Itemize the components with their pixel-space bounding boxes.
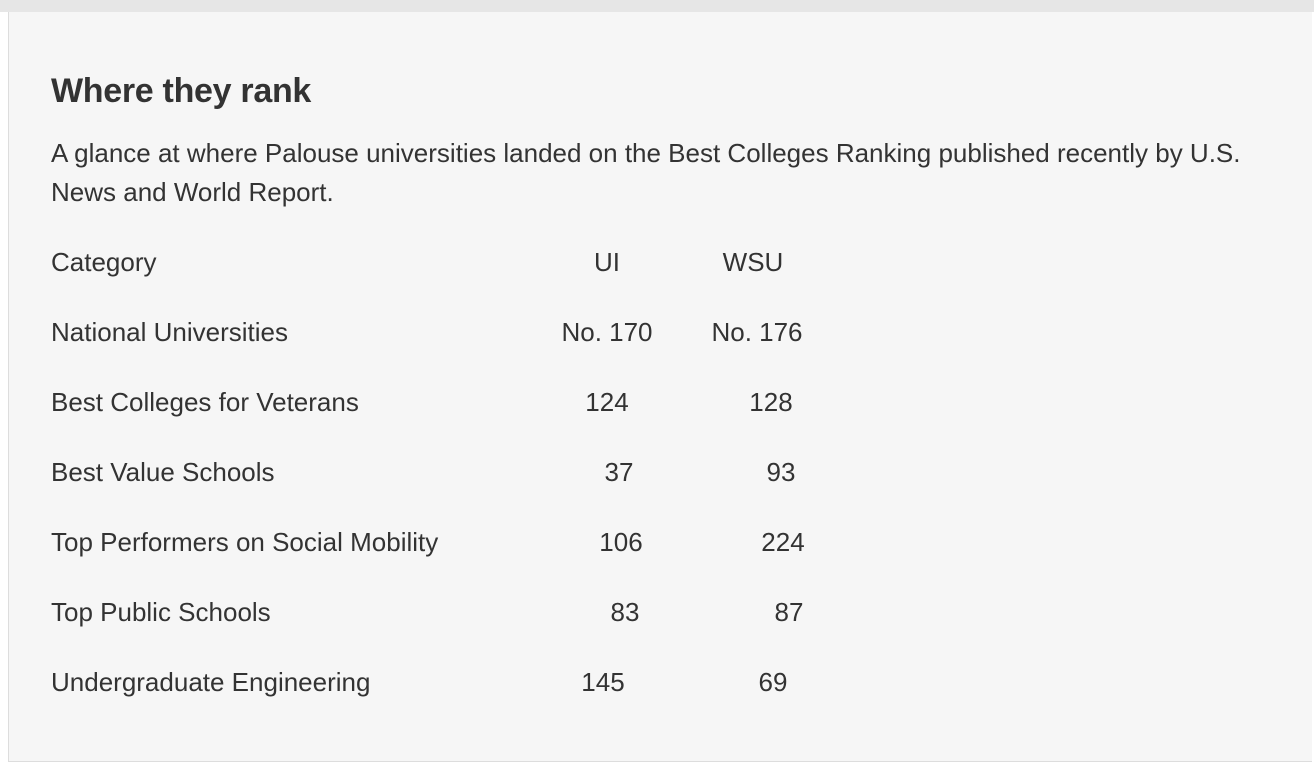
rankings-panel: Where they rank A glance at where Palous… — [8, 12, 1312, 762]
row-wsu-rank: 128 — [749, 387, 793, 417]
table-row: Top Performers on Social Mobility 106 22… — [51, 522, 951, 562]
table-row: Undergraduate Engineering 145 69 — [51, 662, 951, 702]
table-row: Best Value Schools 37 93 — [51, 452, 951, 492]
row-category: Best Value Schools — [51, 457, 275, 487]
row-ui-rank: 124 — [585, 387, 629, 417]
row-category: Top Performers on Social Mobility — [51, 527, 439, 557]
row-ui-rank: 83 — [610, 597, 640, 627]
row-ui-rank: 145 — [581, 667, 625, 697]
row-category: Best Colleges for Veterans — [51, 387, 359, 417]
table-header-row: Category UI WSU — [51, 242, 951, 282]
header-category: Category — [51, 247, 157, 277]
row-category: National Universities — [51, 317, 288, 347]
header-ui: UI — [594, 247, 620, 277]
row-wsu-rank: 224 — [761, 527, 805, 557]
row-ui-rank: No. 170 — [561, 317, 653, 347]
table-row: Top Public Schools 83 87 — [51, 592, 951, 632]
row-wsu-rank: No. 176 — [711, 317, 803, 347]
row-wsu-rank: 93 — [766, 457, 796, 487]
row-ui-rank: 37 — [604, 457, 634, 487]
row-category: Top Public Schools — [51, 597, 271, 627]
row-wsu-rank: 87 — [774, 597, 804, 627]
panel-subtitle: A glance at where Palouse universities l… — [51, 138, 1241, 207]
row-wsu-rank: 69 — [758, 667, 788, 697]
panel-title: Where they rank — [51, 72, 312, 110]
table-row: National Universities No. 170 No. 176 — [51, 312, 951, 352]
row-ui-rank: 106 — [599, 527, 643, 557]
table-row: Best Colleges for Veterans 124 128 — [51, 382, 951, 422]
row-category: Undergraduate Engineering — [51, 667, 371, 697]
top-border-bar — [0, 0, 1314, 12]
header-wsu: WSU — [722, 247, 784, 277]
